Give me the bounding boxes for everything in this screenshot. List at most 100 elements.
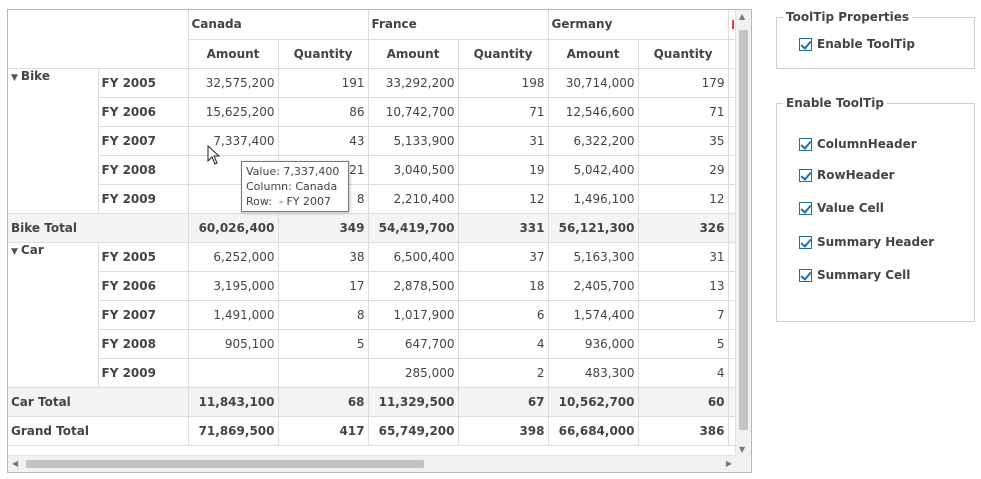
row-header-year[interactable]: FY 2007 — [98, 125, 189, 156]
column-header-measure[interactable]: Quantity — [457, 38, 549, 69]
enable-tooltip-group-title: Enable ToolTip — [783, 96, 887, 110]
summary-cell: 60,026,400 — [187, 212, 279, 243]
mouse-cursor-icon — [207, 145, 221, 165]
summary-row-header[interactable]: Car Total — [8, 386, 189, 417]
column-header-country[interactable]: France — [367, 10, 549, 40]
row-header-year[interactable]: FY 2009 — [98, 357, 189, 388]
value-cell-label: Value Cell — [817, 201, 884, 215]
tooltip-row: Row: - FY 2007 — [246, 195, 331, 208]
value-cell: 31 — [457, 125, 549, 156]
vertical-scrollbar[interactable]: ▲ ▼ — [735, 10, 751, 456]
column-header-measure[interactable]: Amount — [188, 38, 279, 69]
value-cell: 6,500,400 — [367, 241, 459, 272]
value-cell: 905,100 — [187, 328, 279, 359]
value-cell: 7,337,400 — [187, 125, 279, 156]
grand-total-header[interactable]: Grand Total — [8, 415, 189, 446]
value-cell: 1,496,100 — [547, 183, 639, 214]
row-header-group-label: Car — [20, 242, 44, 257]
value-cell: 1,574,400 — [547, 299, 639, 330]
value-cell: 2,405,700 — [547, 270, 639, 301]
row-header-year[interactable]: FY 2009 — [98, 183, 189, 214]
value-cell: 12 — [457, 183, 549, 214]
checkbox-checked-icon[interactable] — [799, 268, 812, 282]
value-cell: 6,252,000 — [187, 241, 279, 272]
summary-header-label: Summary Header — [817, 235, 935, 249]
summary-cell: 349 — [277, 212, 369, 243]
row-header-year[interactable]: FY 2008 — [98, 154, 189, 185]
summary-cell: 331 — [457, 212, 549, 243]
horizontal-scrollbar[interactable]: ◀ ▶ — [8, 455, 736, 472]
scroll-up-arrow-icon[interactable]: ▲ — [739, 12, 746, 21]
column-header-country[interactable]: Germany — [547, 10, 729, 40]
column-header-row: Canada France Germany — [8, 10, 736, 69]
checkbox-checked-icon[interactable] — [799, 168, 812, 182]
value-cell: 191 — [277, 67, 369, 98]
column-header-checkbox[interactable]: ColumnHeader — [799, 137, 917, 151]
summary-cell-checkbox[interactable]: Summary Cell — [799, 268, 910, 282]
row-header-group[interactable]: ▼ Car — [8, 241, 99, 388]
value-cell: 5,042,400 — [547, 154, 639, 185]
row-header-year[interactable]: FY 2006 — [98, 270, 189, 301]
value-cell: 15,625,200 — [187, 96, 279, 127]
header-corner-cell — [8, 10, 189, 69]
row-header-year[interactable]: FY 2007 — [98, 299, 189, 330]
table-row: FY 2006 3,195,000 17 2,878,500 18 2,405,700 13 — [8, 270, 736, 301]
value-cell: 38 — [277, 241, 369, 272]
value-cell — [187, 357, 279, 388]
table-row: FY 2008 905,100 5 647,700 4 936,000 5 — [8, 328, 736, 359]
checkbox-checked-icon[interactable] — [799, 137, 812, 151]
value-cell: 32,575,200 — [187, 67, 279, 98]
horizontal-scroll-thumb[interactable] — [26, 460, 424, 468]
scroll-down-arrow-icon[interactable]: ▼ — [739, 445, 746, 454]
tooltip-properties-group: ToolTip Properties Enable ToolTip — [776, 10, 975, 69]
grand-total-cell: 66,684,000 — [547, 415, 639, 446]
checkbox-checked-icon[interactable] — [799, 235, 812, 249]
vertical-scroll-thumb[interactable] — [739, 30, 748, 430]
grand-total-cell: 71,869,500 — [187, 415, 279, 446]
summary-cell: 54,419,700 — [367, 212, 459, 243]
column-header-measure[interactable]: Quantity — [277, 38, 369, 69]
value-cell: 3,195,000 — [187, 270, 279, 301]
column-header-measure[interactable]: Amount — [547, 38, 639, 69]
collapse-arrow-icon[interactable]: ▼ — [11, 72, 18, 83]
value-cell: 8 — [277, 299, 369, 330]
checkbox-checked-icon[interactable] — [799, 37, 812, 51]
scroll-left-arrow-icon[interactable]: ◀ — [12, 459, 19, 468]
value-cell: 647,700 — [367, 328, 459, 359]
column-header-country[interactable]: Canada — [187, 10, 369, 40]
row-header-year[interactable]: FY 2008 — [98, 328, 189, 359]
summary-cell: 68 — [277, 386, 369, 417]
value-cell: 30,714,000 — [547, 67, 639, 98]
value-cell-checkbox[interactable]: Value Cell — [799, 201, 884, 215]
value-cell: 5,163,300 — [547, 241, 639, 272]
value-cell: 71 — [637, 96, 729, 127]
value-cell: 37 — [457, 241, 549, 272]
value-cell: 19 — [457, 154, 549, 185]
value-cell: 29 — [637, 154, 729, 185]
scroll-right-arrow-icon[interactable]: ▶ — [725, 459, 732, 468]
column-header-measure[interactable]: Amount — [367, 38, 459, 69]
value-cell: 1,491,000 — [187, 299, 279, 330]
value-cell: 5 — [277, 328, 369, 359]
value-cell: 31 — [637, 241, 729, 272]
value-cell: 86 — [277, 96, 369, 127]
column-header-measure[interactable]: Quantity — [637, 38, 729, 69]
summary-row-header[interactable]: Bike Total — [8, 212, 189, 243]
pivot-grid[interactable]: Canada France Germany Amount Quantity Amount Q… — [7, 9, 752, 473]
row-header-year[interactable]: FY 2005 — [97, 241, 189, 272]
summary-cell: 326 — [637, 212, 729, 243]
summary-header-checkbox[interactable]: Summary Header — [799, 235, 934, 249]
value-cell: 13 — [637, 270, 729, 301]
collapse-arrow-icon[interactable]: ▼ — [11, 246, 18, 257]
table-row: ▼ Bike FY 2005 32,575,200 191 33,292,200 198 30… — [8, 67, 736, 214]
row-header-group[interactable]: ▼ Bike — [8, 67, 99, 214]
summary-cell: 11,329,500 — [367, 386, 459, 417]
checkbox-checked-icon[interactable] — [799, 201, 812, 215]
table-row: ▼ Car FY 2005 6,252,000 38 6,500,400 37 5,163,3… — [8, 241, 736, 388]
enable-tooltip-checkbox[interactable]: Enable ToolTip — [799, 37, 915, 51]
row-header-year[interactable]: FY 2005 — [97, 67, 189, 98]
row-header-checkbox[interactable]: RowHeader — [799, 168, 895, 182]
row-header-year[interactable]: FY 2006 — [98, 96, 189, 127]
column-header-label: ColumnHeader — [817, 137, 917, 151]
